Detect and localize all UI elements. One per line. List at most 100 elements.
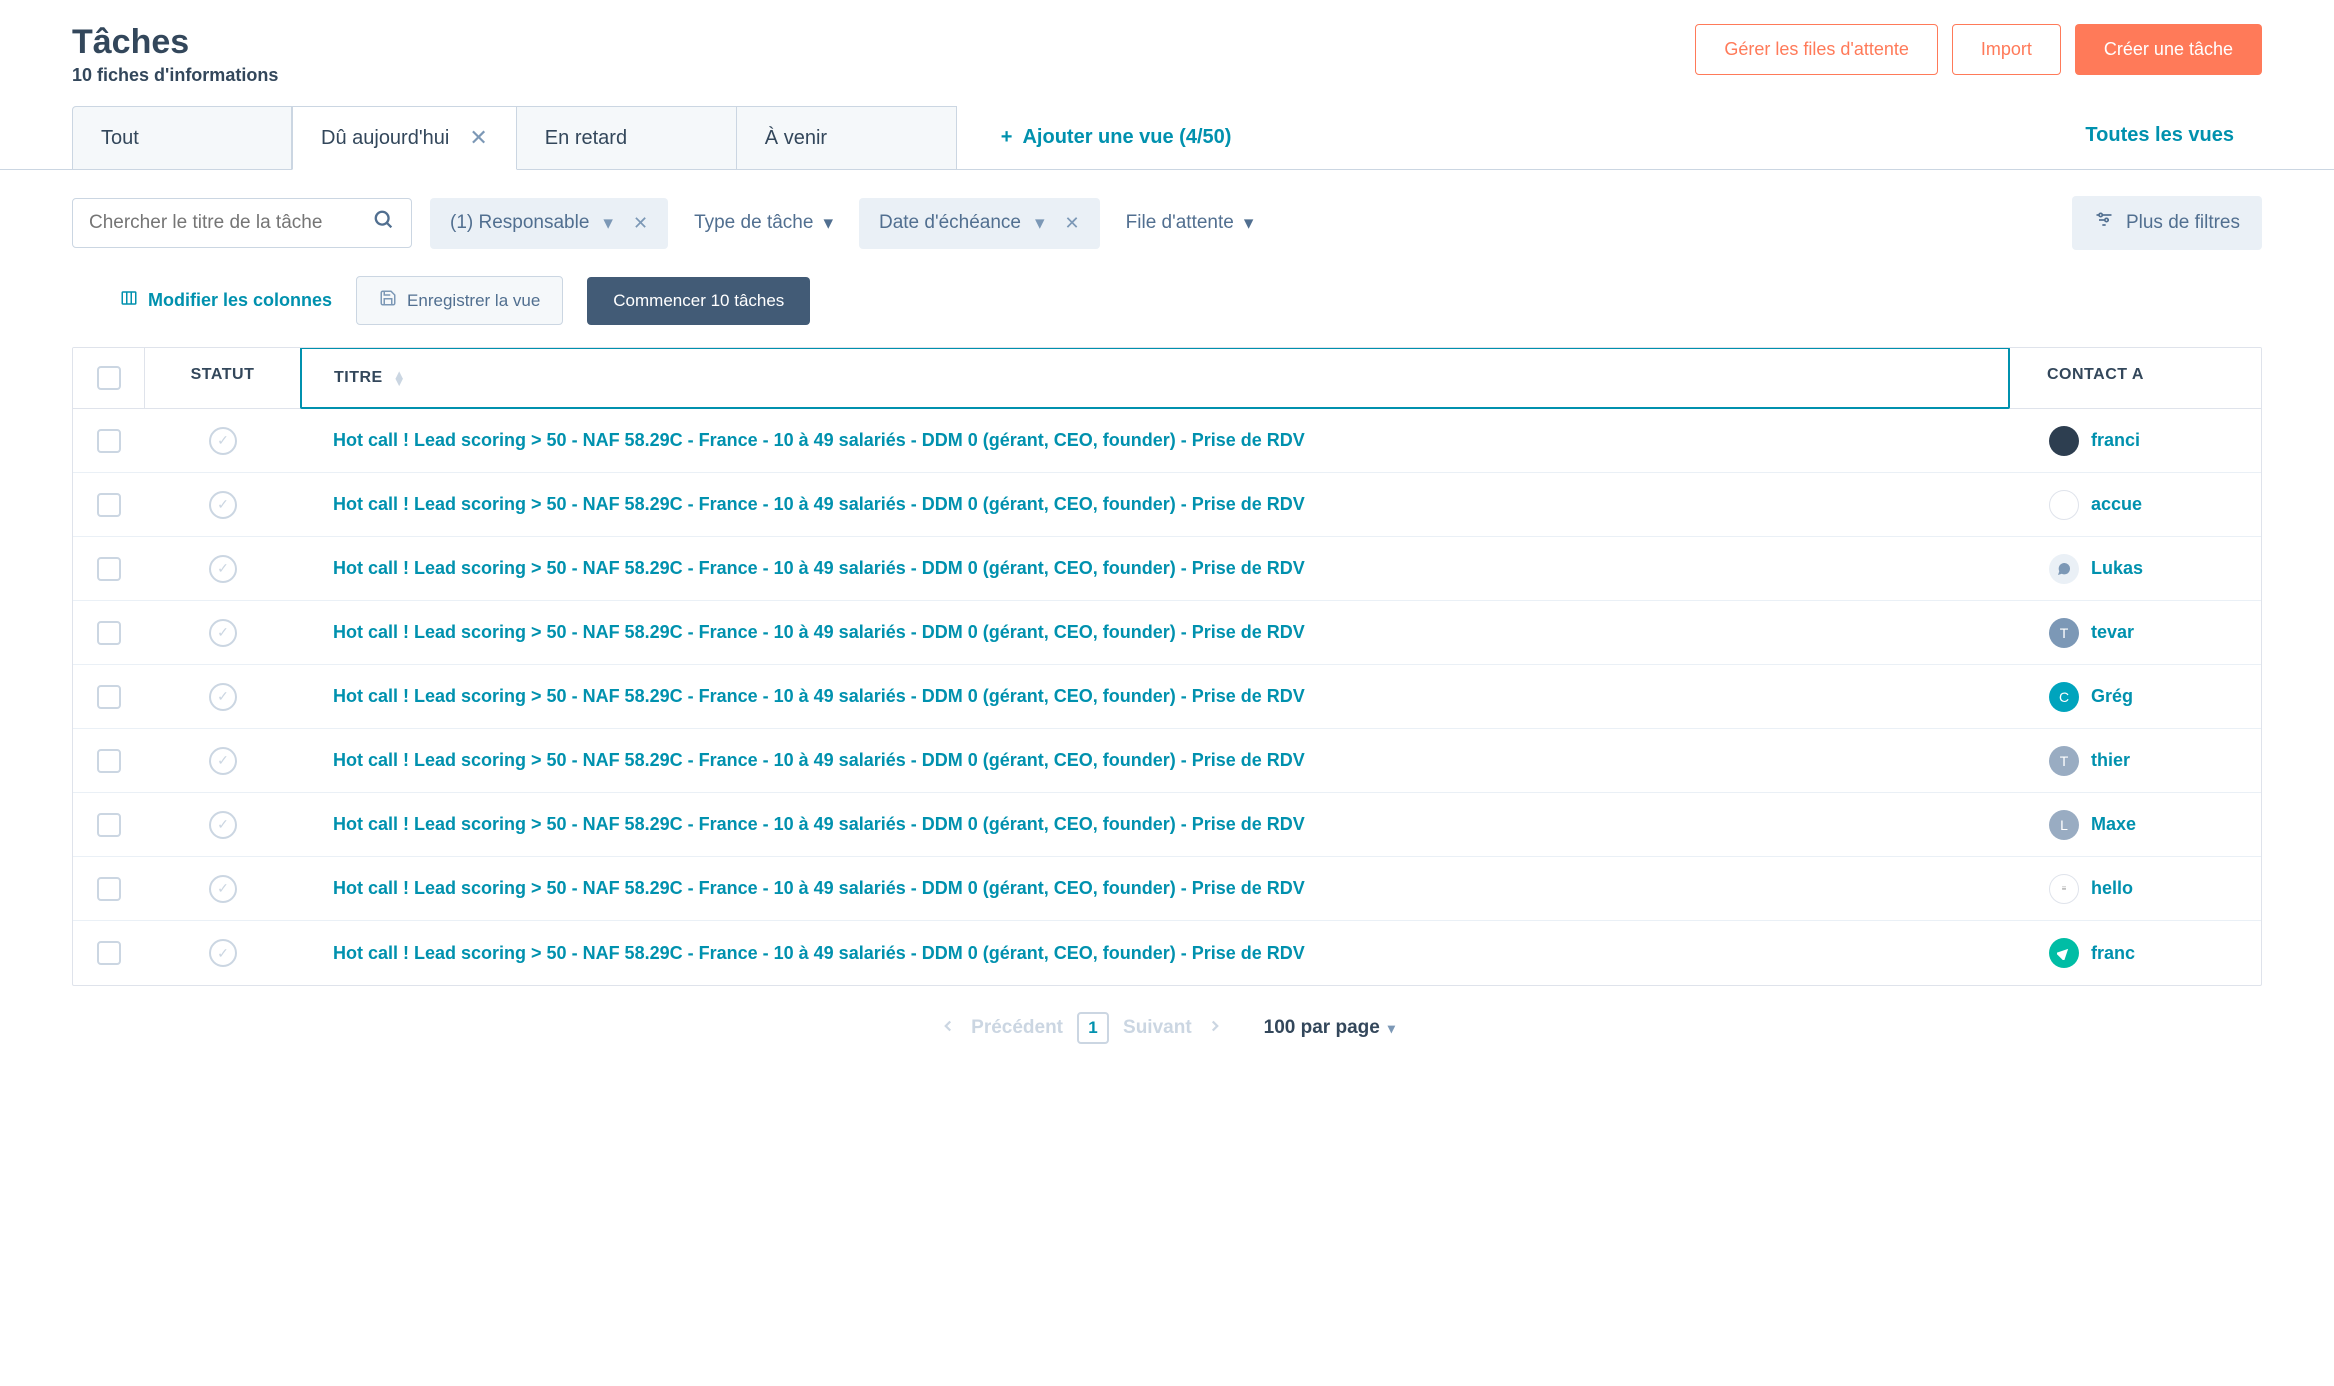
contact-name-link[interactable]: franc [2091,943,2135,964]
contact-name-link[interactable]: Lukas [2091,558,2143,579]
tab-due-today[interactable]: Dû aujourd'hui ✕ [292,106,517,170]
close-icon[interactable]: ✕ [1065,213,1080,234]
row-status-cell[interactable]: ✓ [145,427,301,455]
row-checkbox-cell[interactable] [73,877,145,901]
row-checkbox-cell[interactable] [73,429,145,453]
search-input-wrapper[interactable] [72,198,412,248]
checkbox[interactable] [97,685,121,709]
checkbox[interactable] [97,749,121,773]
filter-queue[interactable]: File d'attente ▾ [1118,198,1262,249]
task-title-link[interactable]: Hot call ! Lead scoring > 50 - NAF 58.29… [333,494,1305,514]
status-circle-icon[interactable]: ✓ [209,427,237,455]
row-status-cell[interactable]: ✓ [145,939,301,967]
checkbox[interactable] [97,813,121,837]
task-title-link[interactable]: Hot call ! Lead scoring > 50 - NAF 58.29… [333,558,1305,578]
per-page-select[interactable]: 100 par page ▾ [1264,1017,1395,1039]
task-title-link[interactable]: Hot call ! Lead scoring > 50 - NAF 58.29… [333,814,1305,834]
task-title-link[interactable]: Hot call ! Lead scoring > 50 - NAF 58.29… [333,686,1305,706]
chevron-down-icon: ▾ [823,212,833,235]
row-status-cell[interactable]: ✓ [145,747,301,775]
checkbox[interactable] [97,429,121,453]
contact-name-link[interactable]: Maxe [2091,814,2136,835]
contact-name-link[interactable]: tevar [2091,622,2134,643]
tab-all[interactable]: Tout [72,106,292,169]
checkbox[interactable] [97,621,121,645]
task-title-link[interactable]: Hot call ! Lead scoring > 50 - NAF 58.29… [333,943,1305,963]
row-checkbox-cell[interactable] [73,749,145,773]
status-circle-icon[interactable]: ✓ [209,875,237,903]
all-views-link[interactable]: Toutes les vues [2057,106,2262,169]
row-title-cell: Hot call ! Lead scoring > 50 - NAF 58.29… [301,878,2011,899]
contact-name-link[interactable]: franci [2091,430,2140,451]
plus-icon: + [1001,126,1013,149]
header-actions: Gérer les files d'attente Import Créer u… [1695,24,2262,75]
save-view-button[interactable]: Enregistrer la vue [356,276,563,325]
row-checkbox-cell[interactable] [73,941,145,965]
column-contact[interactable]: CONTACT A [2009,348,2261,408]
row-status-cell[interactable]: ✓ [145,811,301,839]
row-contact-cell: franci [2011,426,2261,456]
status-circle-icon[interactable]: ✓ [209,683,237,711]
column-title[interactable]: TITRE ▲▼ [300,347,2010,409]
contact-name-link[interactable]: accue [2091,494,2142,515]
add-view-button[interactable]: + Ajouter une vue (4/50) [977,106,1256,169]
edit-columns-button[interactable]: Modifier les colonnes [120,289,332,312]
row-checkbox-cell[interactable] [73,557,145,581]
start-tasks-button[interactable]: Commencer 10 tâches [587,277,810,325]
tab-upcoming[interactable]: À venir [737,106,957,169]
row-status-cell[interactable]: ✓ [145,491,301,519]
manage-queues-button[interactable]: Gérer les files d'attente [1695,24,1938,75]
contact-avatar: T [2049,618,2079,648]
row-checkbox-cell[interactable] [73,621,145,645]
status-circle-icon[interactable]: ✓ [209,619,237,647]
checkbox[interactable] [97,557,121,581]
checkbox[interactable] [97,941,121,965]
prev-page-button[interactable]: Précédent [971,1017,1063,1039]
row-checkbox-cell[interactable] [73,493,145,517]
filter-due-date[interactable]: Date d'échéance ▾ ✕ [859,198,1100,249]
close-icon[interactable]: ✕ [469,125,487,151]
checkbox[interactable] [97,366,121,390]
more-filters-button[interactable]: Plus de filtres [2072,196,2262,250]
contact-name-link[interactable]: hello [2091,878,2133,899]
next-page-button[interactable]: Suivant [1123,1017,1192,1039]
row-title-cell: Hot call ! Lead scoring > 50 - NAF 58.29… [301,750,2011,771]
view-tabs: Tout Dû aujourd'hui ✕ En retard À venir … [0,106,2334,170]
chevron-left-icon[interactable] [939,1015,957,1041]
search-input[interactable] [89,212,373,234]
chevron-right-icon[interactable] [1206,1015,1224,1041]
contact-name-link[interactable]: thier [2091,750,2130,771]
create-task-button[interactable]: Créer une tâche [2075,24,2262,75]
close-icon[interactable]: ✕ [633,213,648,234]
task-title-link[interactable]: Hot call ! Lead scoring > 50 - NAF 58.29… [333,878,1305,898]
table-row: ✓ Hot call ! Lead scoring > 50 - NAF 58.… [73,793,2261,857]
contact-name-link[interactable]: Grég [2091,686,2133,707]
checkbox[interactable] [97,877,121,901]
select-all-cell[interactable] [73,348,145,408]
row-status-cell[interactable]: ✓ [145,875,301,903]
checkbox[interactable] [97,493,121,517]
row-status-cell[interactable]: ✓ [145,619,301,647]
row-checkbox-cell[interactable] [73,685,145,709]
table-row: ✓ Hot call ! Lead scoring > 50 - NAF 58.… [73,601,2261,665]
filter-task-type[interactable]: Type de tâche ▾ [686,198,841,249]
page-number[interactable]: 1 [1077,1012,1109,1044]
status-circle-icon[interactable]: ✓ [209,491,237,519]
filter-icon [2094,210,2114,236]
task-title-link[interactable]: Hot call ! Lead scoring > 50 - NAF 58.29… [333,622,1305,642]
column-status[interactable]: STATUT [145,348,301,408]
tab-overdue[interactable]: En retard [517,106,737,169]
status-circle-icon[interactable]: ✓ [209,555,237,583]
task-title-link[interactable]: Hot call ! Lead scoring > 50 - NAF 58.29… [333,750,1305,770]
filter-responsible[interactable]: (1) Responsable ▾ ✕ [430,198,668,249]
row-checkbox-cell[interactable] [73,813,145,837]
status-circle-icon[interactable]: ✓ [209,811,237,839]
row-status-cell[interactable]: ✓ [145,555,301,583]
filters-bar: (1) Responsable ▾ ✕ Type de tâche ▾ Date… [0,170,2334,276]
import-button[interactable]: Import [1952,24,2061,75]
row-status-cell[interactable]: ✓ [145,683,301,711]
status-circle-icon[interactable]: ✓ [209,747,237,775]
status-circle-icon[interactable]: ✓ [209,939,237,967]
chevron-down-icon: ▾ [1244,212,1254,235]
task-title-link[interactable]: Hot call ! Lead scoring > 50 - NAF 58.29… [333,430,1305,450]
